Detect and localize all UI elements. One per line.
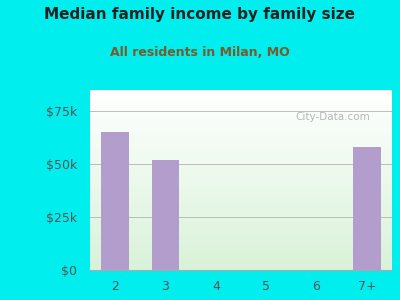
Bar [101,132,129,270]
Bar [353,147,381,270]
Text: City-Data.com: City-Data.com [295,112,370,122]
Text: Median family income by family size: Median family income by family size [44,8,356,22]
Bar [152,160,179,270]
Text: All residents in Milan, MO: All residents in Milan, MO [110,46,290,59]
